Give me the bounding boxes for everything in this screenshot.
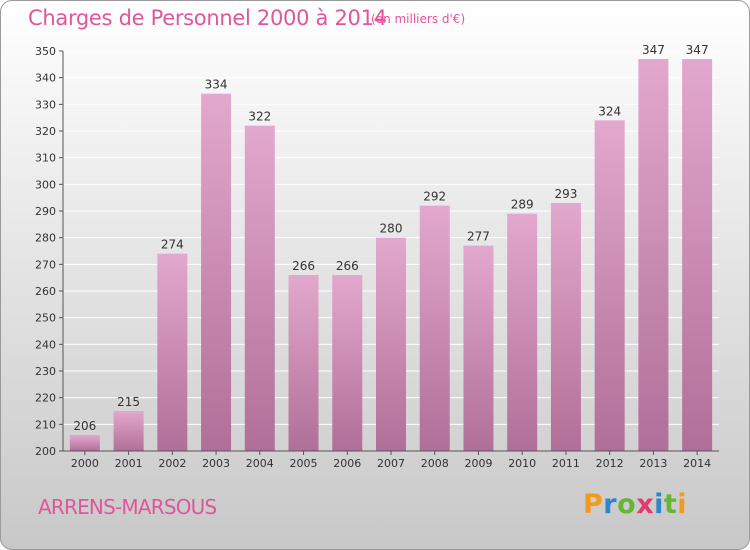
value-labels: 206 215 274 334 322 266 266 280 292 277 289 293 324 3… [73, 43, 708, 433]
bar [288, 275, 319, 451]
x-tick-label: 2002 [158, 457, 186, 470]
value-label: 277 [467, 230, 490, 244]
bars [69, 59, 713, 452]
bar [201, 93, 232, 452]
y-tick-label: 240 [35, 338, 56, 351]
bar [550, 203, 581, 451]
y-tick-label: 250 [35, 312, 56, 325]
x-tick-label: 2009 [464, 457, 492, 470]
value-label: 274 [161, 238, 184, 252]
x-tick-label: 2012 [596, 457, 624, 470]
bar [682, 59, 713, 451]
y-tick-label: 200 [35, 445, 56, 458]
y-tick-label: 350 [35, 45, 56, 58]
x-tick-label: 2008 [421, 457, 449, 470]
logo-letter: P [583, 489, 604, 520]
x-tick-label: 2011 [552, 457, 580, 470]
bar [244, 125, 275, 452]
bar [113, 411, 144, 451]
x-tick-label: 2006 [333, 457, 361, 470]
logo-letter: i [654, 489, 664, 520]
value-label: 266 [292, 259, 315, 273]
value-label: 266 [336, 259, 359, 273]
bar [419, 205, 450, 451]
axes: 200 210 220 230 240 250 260 270 280 290 300 310 320 3… [35, 45, 719, 470]
value-label: 334 [205, 78, 228, 92]
value-label: 347 [642, 43, 665, 57]
bar [463, 245, 494, 451]
value-label: 206 [73, 419, 96, 433]
y-tick-label: 290 [35, 205, 56, 218]
bar [594, 120, 625, 451]
chart-unit: (en milliers d'€) [371, 12, 466, 26]
value-label: 215 [117, 395, 140, 409]
value-label: 292 [423, 190, 446, 204]
logo-letter: o [617, 489, 637, 520]
value-label: 347 [686, 43, 709, 57]
bar [332, 275, 363, 451]
bar [638, 59, 669, 451]
bar [69, 435, 100, 451]
value-label: 322 [248, 110, 271, 124]
x-tick-label: 2005 [290, 457, 318, 470]
y-tick-label: 230 [35, 365, 56, 378]
bar [157, 253, 188, 451]
value-label: 293 [554, 187, 577, 201]
value-label: 289 [511, 198, 534, 212]
y-tick-label: 280 [35, 232, 56, 245]
logo-letter: x [636, 489, 655, 520]
y-tick-label: 220 [35, 392, 56, 405]
logo-letter: i [677, 489, 688, 520]
y-tick-label: 340 [35, 72, 56, 85]
y-tick-label: 320 [35, 125, 56, 138]
y-tick-label: 300 [35, 178, 56, 191]
y-tick-label: 270 [35, 258, 56, 271]
city-name: ARRENS-MARSOUS [38, 495, 217, 519]
x-tick-label: 2000 [71, 457, 99, 470]
logo-letter: r [603, 489, 618, 520]
x-tick-label: 2004 [246, 457, 274, 470]
x-tick-label: 2013 [639, 457, 667, 470]
y-tick-label: 310 [35, 152, 56, 165]
value-label: 324 [598, 104, 621, 118]
proxiti-logo[interactable]: Proxiti [583, 489, 687, 520]
y-tick-label: 330 [35, 98, 56, 111]
x-tick-label: 2010 [508, 457, 536, 470]
x-tick-label: 2007 [377, 457, 405, 470]
logo-letter: t [663, 489, 678, 520]
x-tick-label: 2003 [202, 457, 230, 470]
chart-title: Charges de Personnel 2000 à 2014 [28, 6, 387, 30]
y-tick-label: 210 [35, 418, 56, 431]
x-tick-label: 2001 [115, 457, 143, 470]
y-tick-label: 260 [35, 285, 56, 298]
value-label: 280 [380, 222, 403, 236]
bar [376, 237, 406, 451]
bar [507, 213, 538, 451]
x-tick-label: 2014 [683, 457, 711, 470]
